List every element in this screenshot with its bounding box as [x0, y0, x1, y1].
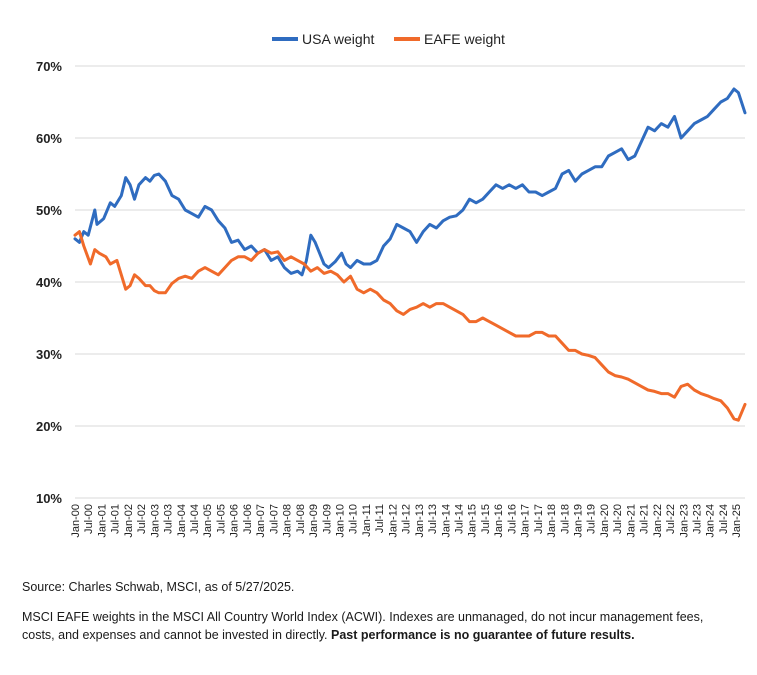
y-tick-label: 70%: [36, 59, 62, 74]
x-tick-label: Jul-08: [295, 504, 307, 534]
x-tick-label: Jul-17: [533, 504, 545, 534]
x-tick-label: Jan-17: [520, 504, 532, 538]
x-tick-label: Jan-04: [176, 504, 188, 538]
x-axis-tick-labels: Jan-00 Jul-00 Jan-01 Jul-01 Jan-02 Jul-02 Jan-…: [70, 504, 743, 538]
x-tick-label: Jul-00: [83, 504, 95, 534]
x-tick-label: Jul-18: [559, 504, 571, 534]
source-note: Source: Charles Schwab, MSCI, as of 5/27…: [22, 580, 295, 594]
x-tick-label: Jul-02: [136, 504, 148, 534]
x-tick-label: Jul-01: [110, 504, 122, 534]
x-tick-label: Jan-06: [229, 504, 241, 538]
x-tick-label: Jan-18: [546, 504, 558, 538]
y-tick-label: 10%: [36, 491, 62, 506]
x-tick-label: Jan-19: [573, 504, 585, 538]
legend-label-eafe-weight: EAFE weight: [424, 31, 505, 47]
x-tick-label: Jul-23: [692, 504, 704, 534]
x-tick-label: Jul-19: [586, 504, 598, 534]
disclaimer-bold-text: Past performance is no guarantee of futu…: [331, 628, 635, 642]
x-tick-label: Jan-09: [308, 504, 320, 538]
x-tick-label: Jul-15: [480, 504, 492, 534]
x-tick-label: Jan-21: [625, 504, 637, 538]
x-tick-label: Jan-20: [599, 504, 611, 538]
series-lines: [73, 87, 747, 422]
disclaimer-note: MSCI EAFE weights in the MSCI All Countr…: [22, 608, 737, 644]
y-tick-label: 40%: [36, 275, 62, 290]
eafe-weight-line: [73, 230, 747, 422]
x-tick-label: Jul-09: [321, 504, 333, 534]
x-tick-label: Jan-03: [149, 504, 161, 538]
x-tick-label: Jul-11: [374, 504, 386, 533]
x-tick-label: Jan-16: [493, 504, 505, 538]
x-tick-label: Jan-11: [361, 504, 373, 537]
x-tick-label: Jul-22: [665, 504, 677, 534]
x-tick-label: Jan-15: [467, 504, 479, 538]
disclaimer-text: MSCI EAFE weights in the MSCI All Countr…: [22, 610, 704, 642]
chart-notes: Source: Charles Schwab, MSCI, as of 5/27…: [22, 578, 737, 644]
usa-weight-line: [73, 87, 747, 277]
x-tick-label: Jan-05: [202, 504, 214, 538]
x-tick-label: Jan-25: [731, 504, 743, 538]
x-tick-label: Jul-12: [401, 504, 413, 534]
y-tick-label: 50%: [36, 203, 62, 218]
x-tick-label: Jul-16: [506, 504, 518, 534]
x-tick-label: Jan-13: [414, 504, 426, 538]
x-tick-label: Jan-00: [70, 504, 82, 538]
x-tick-label: Jul-05: [215, 504, 227, 534]
x-tick-label: Jul-06: [242, 504, 254, 534]
x-tick-label: Jan-08: [282, 504, 294, 538]
legend: USA weight EAFE weight: [272, 31, 505, 47]
x-tick-label: Jan-07: [255, 504, 267, 538]
x-tick-label: Jul-20: [612, 504, 624, 534]
y-tick-label: 60%: [36, 131, 62, 146]
x-tick-label: Jan-12: [387, 504, 399, 538]
x-tick-label: Jul-04: [189, 504, 201, 534]
x-tick-label: Jul-10: [348, 504, 360, 534]
y-tick-label: 20%: [36, 419, 62, 434]
x-tick-label: Jul-21: [639, 504, 651, 534]
x-tick-label: Jul-14: [453, 504, 465, 534]
x-tick-label: Jan-10: [334, 504, 346, 538]
x-tick-label: Jan-23: [678, 504, 690, 538]
y-axis-tick-labels: 10% 20% 30% 40% 50% 60% 70%: [36, 59, 62, 506]
x-tick-label: Jan-24: [705, 504, 717, 538]
x-tick-label: Jan-01: [96, 504, 108, 538]
chart: 10% 20% 30% 40% 50% 60% 70% Jan-00 Jul-00 Jan-01…: [36, 31, 747, 538]
x-tick-label: Jan-14: [440, 504, 452, 538]
x-tick-label: Jul-03: [163, 504, 175, 534]
line-chart: 10% 20% 30% 40% 50% 60% 70% Jan-00 Jul-00 Jan-01…: [36, 31, 747, 538]
x-tick-label: Jul-13: [427, 504, 439, 534]
y-tick-label: 30%: [36, 347, 62, 362]
x-tick-label: Jul-07: [268, 504, 280, 534]
x-tick-label: Jul-24: [718, 504, 730, 534]
legend-label-usa-weight: USA weight: [302, 31, 374, 47]
x-tick-label: Jan-02: [123, 504, 135, 538]
x-tick-label: Jan-22: [652, 504, 664, 538]
